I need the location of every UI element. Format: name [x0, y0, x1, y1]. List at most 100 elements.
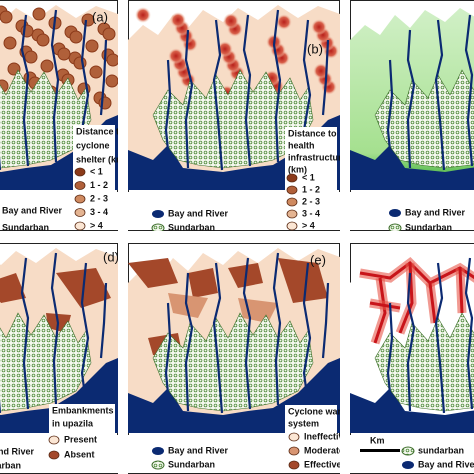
river	[321, 39, 330, 116]
river	[464, 14, 474, 167]
river	[164, 302, 172, 394]
legend-swatch	[286, 221, 298, 231]
health-zone	[135, 7, 151, 23]
sundarban	[152, 312, 314, 412]
legend-title: system	[288, 418, 319, 428]
legend-title: Embankments	[52, 405, 114, 415]
river	[302, 262, 312, 389]
bay	[350, 145, 474, 190]
legend-title: cyclone	[76, 140, 110, 150]
legend-title: Cyclone warning	[288, 406, 360, 416]
legend-label: 3 - 4	[302, 208, 320, 218]
legend-swatch	[288, 446, 300, 456]
shelter-zone	[85, 39, 99, 53]
legend-swatch	[286, 173, 298, 183]
legend-label: Absent	[64, 449, 95, 459]
panel: Bay and River Sundarban	[350, 0, 474, 232]
legend-label: Sundarban	[168, 222, 215, 232]
health-zone	[311, 19, 327, 35]
river	[164, 59, 172, 151]
legend-label: Bay and River	[405, 207, 466, 217]
river	[406, 29, 416, 169]
river	[212, 262, 224, 414]
legend-swatch	[286, 209, 298, 219]
river	[20, 257, 30, 410]
embankment-zone	[0, 273, 26, 303]
scale-bar	[360, 449, 400, 452]
panel-content: (d) Embankments in upazila Present Absent Bay…	[0, 243, 118, 474]
legend-swatch	[152, 210, 164, 218]
shelter-zone	[105, 74, 118, 88]
legend-box	[49, 404, 115, 467]
legend-swatch	[288, 432, 300, 442]
legend-bg	[350, 192, 474, 230]
sundarban	[0, 69, 92, 169]
scale-label: Km	[370, 435, 385, 445]
river	[242, 14, 252, 167]
legend-title: shelter (km)	[76, 154, 127, 164]
bay	[350, 388, 474, 433]
legend-title: Distance to	[76, 126, 125, 136]
panel: (b) Distance to health infrastructure (km)< …	[128, 0, 340, 232]
panel-content: (b) Distance to health infrastructure (km)< …	[128, 0, 340, 232]
legend-title: health	[288, 140, 315, 150]
warning-zone	[188, 268, 218, 298]
shelter-zone	[40, 59, 54, 73]
river	[434, 262, 446, 414]
legend-swatch	[388, 223, 402, 231]
shelter-zone	[0, 10, 13, 24]
legend-swatch	[286, 197, 298, 207]
legend-label: Bay and River	[2, 205, 63, 215]
river	[80, 262, 90, 389]
sundarban	[0, 312, 92, 412]
legend-label: Sundarban	[168, 459, 215, 469]
legend-label: > 4	[90, 220, 103, 230]
shelter-zone	[3, 36, 17, 50]
legend-label: 1 - 2	[90, 180, 108, 190]
river	[184, 29, 194, 169]
river	[321, 282, 330, 359]
legend-label: 3 - 4	[90, 207, 108, 217]
river	[50, 9, 60, 163]
risk-core	[359, 261, 474, 285]
legend-swatch	[74, 194, 86, 204]
legend-label: Bay and River	[168, 208, 229, 218]
legend-label: Bay and River	[168, 445, 229, 455]
warning-zone	[238, 298, 278, 323]
legend-swatch	[74, 181, 86, 190]
shelter-zone	[36, 33, 50, 47]
sundarban	[152, 69, 314, 169]
legend-swatch	[288, 460, 300, 470]
river	[434, 19, 446, 171]
legend-label: Bay and River	[418, 459, 474, 469]
river	[272, 252, 282, 406]
shelter-zone	[32, 7, 46, 21]
risk-core	[373, 277, 387, 344]
shelter-zone	[102, 27, 116, 41]
legend-swatch	[286, 185, 298, 195]
legend-label: Present	[64, 434, 97, 444]
legend-swatch	[401, 446, 415, 456]
health-zone	[170, 12, 186, 28]
legend-swatch	[151, 460, 165, 470]
legend-label: < 1	[90, 166, 103, 176]
river	[272, 9, 282, 163]
risk-core	[369, 301, 401, 310]
panel-content: Bay and River Sundarban	[350, 0, 474, 232]
legend-label: Moderate	[304, 445, 344, 455]
legend-title: in upazila	[52, 418, 94, 428]
legend-label: Ineffective	[304, 431, 349, 441]
legend-label: Effective	[304, 459, 342, 469]
legend-label: 2 - 3	[90, 193, 108, 203]
shelter-zone	[24, 50, 38, 64]
risk-core	[458, 267, 464, 314]
legend-title: (km)	[288, 164, 307, 174]
health-zone	[223, 13, 239, 29]
legend-swatch	[74, 167, 86, 177]
legend-label: Sundarban	[405, 222, 452, 232]
sundarban	[374, 312, 474, 412]
legend-label: Sundarban	[2, 222, 49, 232]
river	[406, 272, 416, 412]
panel: sundarban Bay and River Km	[350, 243, 474, 474]
